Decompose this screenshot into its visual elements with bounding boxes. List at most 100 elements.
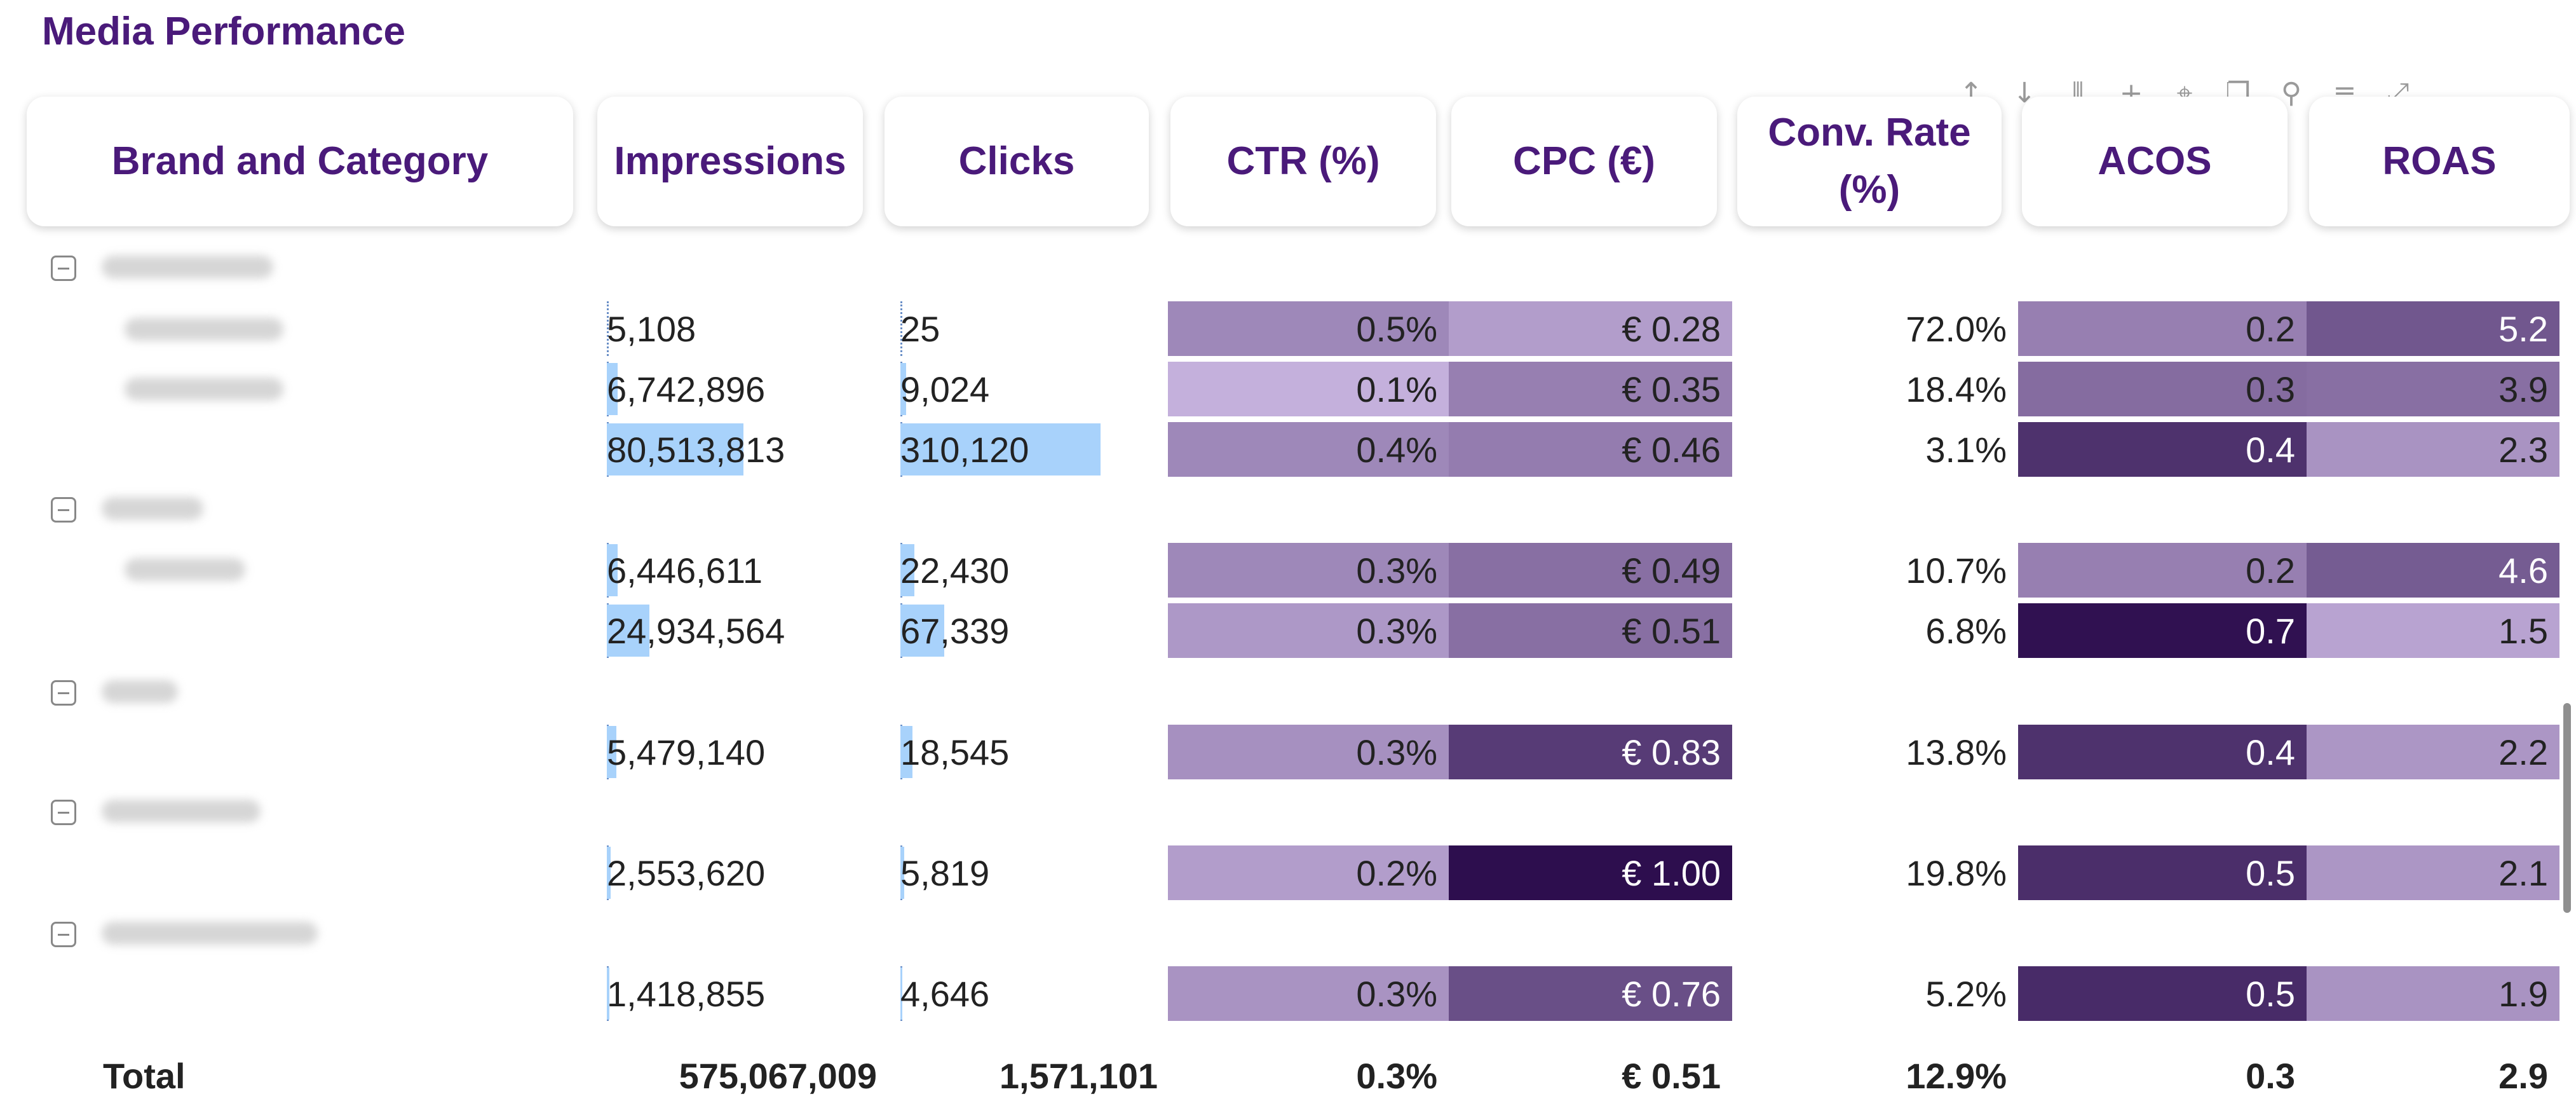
clicks-data-bar [900, 363, 906, 415]
clicks-cell: 25 [900, 299, 1101, 359]
page-title: Media Performance [42, 10, 405, 53]
total-roas: 2.9 [2498, 1055, 2548, 1096]
impressions-axis-line [607, 301, 609, 356]
roas-cell: 2.3 [2307, 422, 2559, 477]
clicks-axis-line [900, 301, 902, 356]
clicks-cell: 5,819 [900, 843, 1101, 903]
impressions-cell: 5,479,140 [607, 722, 765, 782]
clicks-cell: 4,646 [900, 964, 1101, 1023]
ctr-cell: 0.3% [1168, 966, 1449, 1021]
table-row: 1,418,855 4,646 0.3% € 0.76 5.2% 0.5 1.9 [0, 964, 2576, 1023]
impressions-data-bar [607, 726, 616, 778]
roas-cell: 3.9 [2307, 362, 2559, 416]
group-label-3 [102, 680, 178, 703]
impressions-cell: 2,553,620 [607, 843, 765, 903]
clicks-cell: 22,430 [900, 540, 1101, 600]
conv-rate-cell: 5.2% [1925, 973, 2007, 1014]
clicks-data-bar [900, 847, 904, 899]
conv-rate-cell: 6.8% [1925, 610, 2007, 651]
impressions-value: 5,108 [607, 308, 696, 349]
header-roas[interactable]: ROAS [2309, 97, 2570, 226]
total-ctr: 0.3% [1356, 1055, 1437, 1096]
category-label-3 [125, 558, 245, 581]
acos-cell: 0.2 [2018, 543, 2307, 598]
category-label-2 [125, 378, 283, 400]
group-label-4 [102, 800, 261, 823]
group-label-5 [102, 922, 318, 945]
ctr-cell: 0.3% [1168, 543, 1449, 598]
header-conv-rate[interactable]: Conv. Rate (%) [1737, 97, 2002, 226]
clicks-cell: 67,339 [900, 601, 1101, 660]
category-label-1 [125, 318, 283, 341]
cpc-cell: € 1.00 [1449, 845, 1732, 900]
header-ctr[interactable]: CTR (%) [1170, 97, 1436, 226]
clicks-value: 9,024 [900, 369, 990, 409]
conv-rate-cell: 10.7% [1906, 550, 2007, 591]
impressions-cell: 1,418,855 [607, 964, 765, 1023]
ctr-cell: 0.3% [1168, 725, 1449, 779]
roas-cell: 1.5 [2307, 603, 2559, 658]
header-cpc[interactable]: CPC (€) [1451, 97, 1717, 226]
clicks-cell: 18,545 [900, 722, 1101, 782]
impressions-cell: 24,934,564 [607, 601, 785, 660]
ctr-cell: 0.2% [1168, 845, 1449, 900]
clicks-value: 18,545 [900, 732, 1010, 772]
conv-rate-cell: 19.8% [1906, 852, 2007, 893]
collapse-group-5-icon[interactable] [51, 922, 76, 947]
collapse-group-1-icon[interactable] [51, 256, 76, 281]
search-icon[interactable]: ⚲ [2281, 76, 2302, 109]
impressions-value: 6,742,896 [607, 369, 766, 409]
impressions-value: 2,553,620 [607, 852, 766, 893]
clicks-value: 22,430 [900, 550, 1010, 591]
cpc-cell: € 0.46 [1449, 422, 1732, 477]
cpc-cell: € 0.49 [1449, 543, 1732, 598]
header-conv-rate-line2: (%) [1838, 168, 1901, 212]
ctr-cell: 0.5% [1168, 301, 1449, 356]
total-row: Total 575,067,009 1,571,101 0.3% € 0.51 … [0, 1050, 2576, 1101]
total-impressions: 575,067,009 [679, 1055, 877, 1096]
collapse-group-2-icon[interactable] [51, 497, 76, 523]
header-impressions[interactable]: Impressions [597, 97, 863, 226]
impressions-cell: 6,446,611 [607, 540, 763, 600]
vertical-scrollbar[interactable] [2563, 703, 2571, 913]
total-cpc: € 0.51 [1622, 1055, 1721, 1096]
cpc-cell: € 0.83 [1449, 725, 1732, 779]
impressions-data-bar [607, 847, 611, 899]
clicks-cell: 310,120 [900, 420, 1101, 479]
table-row: 24,934,564 67,339 0.3% € 0.51 6.8% 0.7 1.5 [0, 601, 2576, 660]
impressions-data-bar [607, 605, 649, 657]
clicks-data-bar [900, 423, 1101, 475]
collapse-group-3-icon[interactable] [51, 680, 76, 706]
impressions-cell: 5,108 [607, 299, 743, 359]
acos-cell: 0.7 [2018, 603, 2307, 658]
table-row: 2,553,620 5,819 0.2% € 1.00 19.8% 0.5 2.1 [0, 843, 2576, 903]
impressions-data-bar [607, 968, 609, 1020]
roas-cell: 5.2 [2307, 301, 2559, 356]
conv-rate-cell: 3.1% [1925, 429, 2007, 470]
cpc-cell: € 0.35 [1449, 362, 1732, 416]
clicks-value: 5,819 [900, 852, 990, 893]
impressions-data-bar [607, 423, 743, 475]
total-acos: 0.3 [2246, 1055, 2295, 1096]
header-clicks[interactable]: Clicks [885, 97, 1149, 226]
impressions-data-bar [607, 363, 618, 415]
table-row: 6,446,611 22,430 0.3% € 0.49 10.7% 0.2 4.6 [0, 540, 2576, 600]
clicks-data-bar [900, 605, 944, 657]
collapse-group-4-icon[interactable] [51, 800, 76, 825]
clicks-value: 67,339 [900, 610, 1010, 651]
table-row: 6,742,896 9,024 0.1% € 0.35 18.4% 0.3 3.9 [0, 359, 2576, 419]
ctr-cell: 0.1% [1168, 362, 1449, 416]
total-clicks: 1,571,101 [999, 1055, 1158, 1096]
header-acos[interactable]: ACOS [2022, 97, 2288, 226]
acos-cell: 0.5 [2018, 845, 2307, 900]
impressions-value: 24,934,564 [607, 610, 785, 651]
acos-cell: 0.3 [2018, 362, 2307, 416]
table-row: 5,108 25 0.5% € 0.28 72.0% 0.2 5.2 [0, 299, 2576, 359]
cpc-cell: € 0.76 [1449, 966, 1732, 1021]
header-brand[interactable]: Brand and Category [27, 97, 573, 226]
acos-cell: 0.4 [2018, 725, 2307, 779]
conv-rate-cell: 72.0% [1906, 308, 2007, 349]
impressions-value: 6,446,611 [607, 550, 763, 591]
conv-rate-cell: 18.4% [1906, 369, 2007, 409]
clicks-value: 310,120 [900, 429, 1029, 470]
